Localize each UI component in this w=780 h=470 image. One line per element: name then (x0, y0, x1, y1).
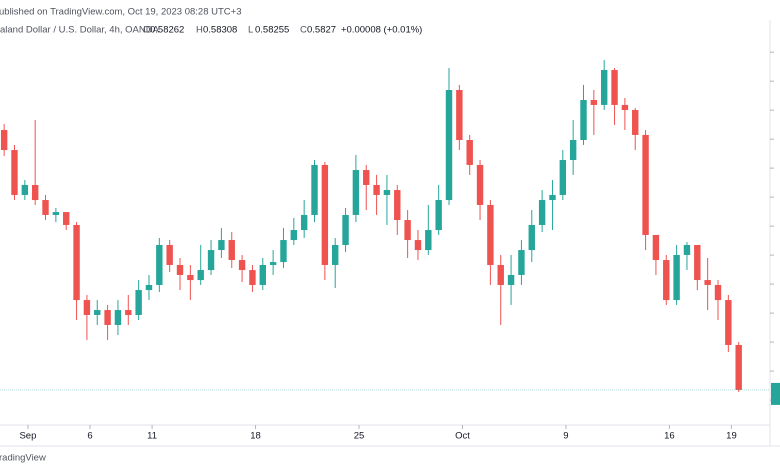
candle-body (487, 204, 494, 265)
candle-body (538, 200, 546, 225)
candle-body (425, 230, 432, 251)
x-tick-label: Sep (19, 431, 36, 442)
last-price-box (771, 382, 780, 405)
candle-body (497, 264, 504, 285)
candle-body (11, 150, 18, 195)
candle-body (73, 224, 80, 301)
candle-body (611, 70, 618, 105)
candle-body (63, 212, 70, 225)
candle-body (342, 214, 349, 245)
candle-body (414, 240, 422, 251)
candle-body (352, 170, 360, 215)
candle-body (311, 164, 318, 215)
candle-body (518, 250, 525, 275)
candle-body (600, 70, 608, 105)
x-tick-label: 11 (147, 431, 157, 442)
x-tick-label: Oct (455, 431, 470, 442)
candle-body (207, 250, 215, 271)
candle-body (0, 130, 8, 151)
candle-body (580, 100, 587, 141)
candle-body (404, 220, 411, 241)
x-tick-label: 9 (563, 431, 568, 442)
legend-value: 0.5827 (307, 25, 336, 36)
candle-body (673, 254, 680, 301)
candle-body (704, 280, 711, 285)
candle-body (21, 184, 29, 195)
candle-body (663, 260, 670, 301)
candle-body (42, 200, 49, 215)
legend-key: C (300, 25, 307, 36)
candle-body (632, 110, 639, 135)
candle-body (83, 300, 91, 315)
candle-body (549, 194, 556, 201)
legend-key: O (143, 25, 150, 36)
candle-body (725, 300, 732, 345)
x-tick-label: 25 (354, 431, 365, 442)
candle-body (528, 224, 535, 251)
candle-body (187, 274, 194, 281)
candle-body (559, 160, 567, 195)
candle-body (280, 240, 287, 263)
candle-body (363, 170, 370, 185)
legend-key: L (248, 25, 253, 36)
candle-body (104, 310, 111, 325)
candle-body (735, 344, 742, 390)
candle-body (383, 190, 391, 195)
candle-body (94, 310, 101, 315)
candle-body (269, 262, 277, 265)
candle-body (176, 264, 184, 275)
candle-body (456, 90, 463, 141)
candle-body (590, 100, 598, 105)
candle-body (197, 270, 204, 281)
candle-body (466, 140, 473, 165)
candle-body (125, 310, 132, 315)
candle-body (694, 244, 701, 281)
candle-body (145, 284, 153, 291)
candle-body (652, 234, 660, 261)
candle-body (373, 184, 380, 195)
x-tick-label: 6 (87, 431, 92, 442)
x-tick-label: 19 (726, 431, 737, 442)
symbol-title: aland Dollar / U.S. Dollar, 4h, OANDA (0, 25, 160, 36)
candle-body (394, 190, 401, 221)
legend-value: 0.58255 (255, 25, 289, 36)
candle-body (621, 104, 629, 111)
publish-note: ublished on TradingView.com, Oct 19, 202… (0, 7, 242, 18)
legend-value: 0.58262 (150, 25, 184, 36)
candle-body (714, 284, 722, 301)
candle-body (476, 164, 484, 205)
candle-body (156, 244, 163, 285)
legend-key: H (196, 25, 203, 36)
x-tick-label: 16 (664, 431, 675, 442)
candle-body (507, 274, 515, 285)
candle-body (569, 140, 577, 161)
candle-body (445, 90, 453, 201)
footer-brand: radingView (0, 453, 46, 464)
candle-body (249, 270, 256, 285)
candle-body (114, 310, 122, 325)
legend-value: 0.58308 (203, 25, 237, 36)
candle-body (31, 184, 39, 201)
candle-body (300, 214, 308, 231)
candle-body (52, 212, 60, 215)
legend-change: +0.00008 (+0.01%) (341, 25, 422, 36)
candle-body (238, 260, 246, 271)
candle-body (642, 134, 649, 235)
candle-body (290, 230, 298, 241)
candle-body (218, 240, 225, 251)
candle-body (331, 244, 339, 265)
candle-body (259, 264, 266, 285)
candle-body (321, 164, 329, 265)
candle-body (435, 200, 442, 231)
candle-body (228, 240, 235, 261)
candle-body (683, 244, 691, 255)
candle-body (135, 290, 142, 315)
x-tick-label: 18 (250, 431, 261, 442)
candle-body (166, 244, 173, 265)
